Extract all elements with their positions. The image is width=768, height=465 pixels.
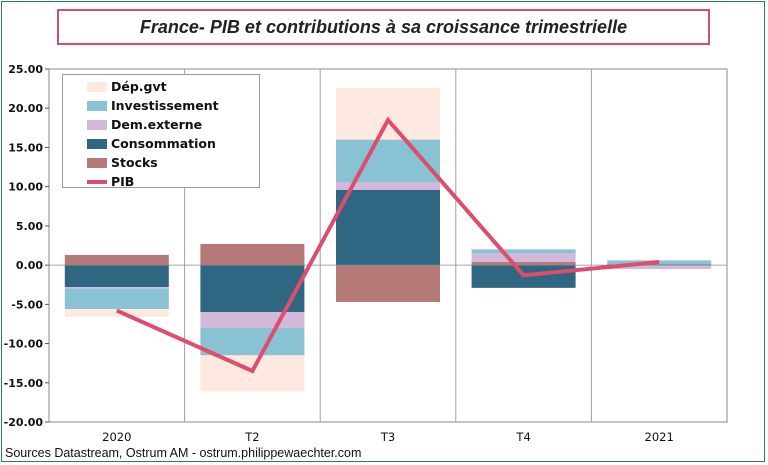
y-tick-label: 5.00	[16, 220, 43, 233]
chart-title: France- PIB et contributions à sa croiss…	[139, 16, 628, 37]
bar-stocks	[200, 243, 305, 266]
legend-item-dep-gvt: Dép.gvt	[87, 77, 259, 96]
legend-item-stocks: Stocks	[87, 153, 259, 172]
legend-item-pib: PIB	[87, 172, 259, 191]
y-tick-label: 20.00	[8, 102, 43, 115]
legend-label-pib: PIB	[111, 174, 135, 189]
legend-label-consommation: Consommation	[111, 136, 216, 151]
legend-swatch-dem-externe	[87, 119, 107, 130]
bar-dem-externe	[336, 181, 440, 190]
y-tick-label: -15.00	[4, 377, 44, 390]
legend-label-dep-gvt: Dép.gvt	[111, 79, 167, 94]
legend-swatch-investissement	[87, 100, 107, 111]
legend-label-stocks: Stocks	[111, 155, 158, 170]
bar-dep-gvt	[471, 248, 576, 250]
y-tick-label: -5.00	[11, 298, 43, 311]
y-tick-label: -20.00	[4, 416, 44, 429]
bar-consommation	[336, 189, 440, 266]
bar-dep-gvt	[336, 87, 440, 140]
x-category-label: T4	[515, 430, 530, 444]
x-category-label: 2020	[102, 430, 131, 444]
legend-swatch-stocks	[87, 157, 107, 168]
bar-investissement	[200, 327, 305, 356]
legend-item-investissement: Investissement	[87, 96, 259, 115]
y-tick-label: -10.00	[4, 338, 44, 351]
legend-item-consommation: Consommation	[87, 134, 259, 153]
legend-label-investissement: Investissement	[111, 98, 219, 113]
x-category-label: 2021	[645, 430, 674, 444]
bar-investissement	[64, 288, 169, 310]
bar-stocks	[336, 265, 440, 302]
legend-line-pib	[87, 179, 107, 184]
bar-dem-externe	[200, 312, 305, 328]
source-note: Sources Datastream, Ostrum AM - ostrum.p…	[5, 446, 362, 460]
bar-dep-gvt	[607, 259, 712, 261]
bar-stocks	[471, 261, 576, 266]
legend-swatch-dep-gvt	[87, 81, 107, 92]
bar-stocks	[64, 254, 169, 266]
y-tick-label: 0.00	[16, 259, 43, 272]
x-category-label: T3	[380, 430, 395, 444]
bar-consommation	[64, 265, 169, 288]
y-tick-label: 10.00	[8, 181, 43, 194]
bar-dep-gvt	[200, 355, 305, 392]
legend-swatch-consommation	[87, 138, 107, 149]
pib-line	[115, 116, 660, 374]
legend: Dép.gvt Investissement Dem.externe Conso…	[62, 74, 260, 191]
y-tick-label: 25.00	[8, 63, 43, 76]
chart-title-box: France- PIB et contributions à sa croiss…	[57, 9, 710, 45]
bar-dem-externe	[607, 265, 712, 270]
bar-dep-gvt	[64, 309, 169, 317]
bar-investissement	[471, 249, 576, 254]
y-tick-label: 15.00	[8, 141, 43, 154]
legend-item-dem-externe: Dem.externe	[87, 115, 259, 134]
bar-dem-externe	[471, 253, 576, 262]
x-category-label: T2	[244, 430, 259, 444]
legend-label-dem-externe: Dem.externe	[111, 117, 203, 132]
bar-dem-externe	[64, 287, 169, 289]
